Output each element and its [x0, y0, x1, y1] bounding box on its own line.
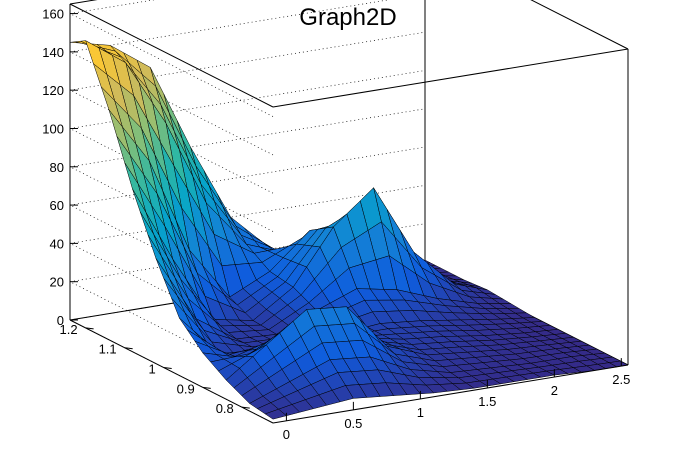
- z-tick-label: 140: [42, 45, 64, 60]
- x-axis-line: [272, 364, 629, 424]
- z-tick-label: 100: [42, 121, 64, 136]
- axis-box-front: [69, 4, 629, 424]
- axis-ticks: 00.511.522.50.80.911.11.2020406080100120…: [42, 7, 630, 442]
- y-tick: [163, 367, 172, 370]
- x-tick-label: 0: [283, 427, 290, 442]
- chart-title: Graph2D: [299, 4, 397, 31]
- y-tick-label: 1: [148, 362, 155, 377]
- x-tick-label: 1.5: [478, 394, 496, 409]
- y-tick: [241, 406, 250, 409]
- z-tick-label: 0: [57, 313, 64, 328]
- surface-cell: [264, 408, 287, 420]
- box-edge: [272, 48, 629, 108]
- surface-mesh: [69, 40, 629, 420]
- box-edge: [69, 3, 274, 108]
- z-tick-label: 40: [50, 236, 64, 251]
- y-tick: [202, 386, 211, 389]
- z-tick-label: 20: [50, 275, 64, 290]
- y-tick-label: 1.2: [60, 322, 78, 337]
- x-tick-label: 1: [417, 405, 424, 420]
- box-edge: [530, 0, 629, 50]
- y-tick-label: 0.8: [216, 401, 234, 416]
- z-tick-label: 120: [42, 83, 64, 98]
- y-tick: [85, 327, 94, 330]
- z-tick-label: 80: [50, 160, 64, 175]
- x-tick-label: 2: [551, 383, 558, 398]
- z-grid-line: [69, 0, 156, 14]
- y-tick-label: 0.9: [177, 381, 195, 396]
- x-tick-label: 0.5: [344, 416, 362, 431]
- z-grid-line: [69, 0, 390, 53]
- box-edge: [69, 0, 98, 5]
- y-tick: [124, 347, 133, 350]
- y-tick-label: 1.1: [99, 342, 117, 357]
- y-axis-line: [69, 319, 274, 424]
- x-tick-label: 2.5: [612, 372, 630, 387]
- z-tick-label: 160: [42, 7, 64, 22]
- z-tick-label: 60: [50, 198, 64, 213]
